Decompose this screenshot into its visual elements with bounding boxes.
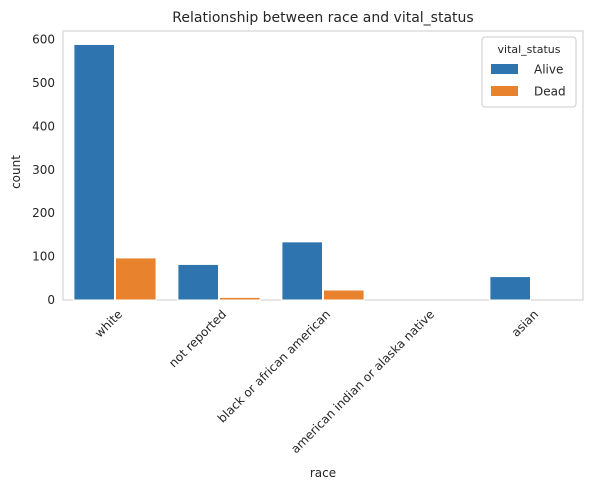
y-tick-label: 500: [32, 76, 55, 90]
y-tick-label: 100: [32, 250, 55, 264]
y-tick-label: 0: [47, 293, 55, 307]
x-tick-label: asian: [509, 307, 541, 339]
legend: vital_status Alive Dead: [481, 36, 577, 108]
legend-label-alive: Alive: [534, 63, 563, 77]
bar-dead-0: [115, 257, 157, 301]
legend-label-dead: Dead: [534, 85, 566, 99]
y-tick-label: 600: [32, 33, 55, 47]
bar-alive-4: [489, 276, 531, 301]
bar-alive-2: [281, 241, 323, 301]
legend-swatch-alive: [491, 64, 518, 74]
x-axis-label: race: [310, 466, 336, 480]
chart-title: Relationship between race and vital_stat…: [172, 10, 473, 26]
bar-dead-1: [219, 296, 261, 301]
legend-title: vital_status: [498, 43, 561, 56]
y-tick-label: 300: [32, 163, 55, 177]
bar-dead-2: [323, 289, 365, 301]
bar-alive-1: [177, 263, 219, 301]
x-tick-label: black or african american: [215, 307, 333, 425]
x-tick-label: white: [92, 307, 125, 340]
y-tick-label: 200: [32, 206, 55, 220]
x-tick-label: not reported: [166, 307, 229, 370]
bar-alive-0: [73, 43, 115, 301]
legend-swatch-dead: [491, 86, 518, 96]
y-axis-label: count: [9, 155, 23, 189]
y-tick-label: 400: [32, 119, 55, 133]
